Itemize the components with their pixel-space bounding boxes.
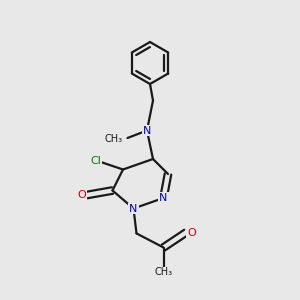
Text: O: O bbox=[187, 227, 196, 238]
Text: CH₃: CH₃ bbox=[154, 267, 172, 278]
Text: Cl: Cl bbox=[91, 156, 101, 167]
Text: N: N bbox=[143, 125, 151, 136]
Text: N: N bbox=[129, 203, 138, 214]
Text: N: N bbox=[159, 193, 168, 203]
Text: O: O bbox=[77, 190, 86, 200]
Text: CH₃: CH₃ bbox=[104, 134, 122, 145]
